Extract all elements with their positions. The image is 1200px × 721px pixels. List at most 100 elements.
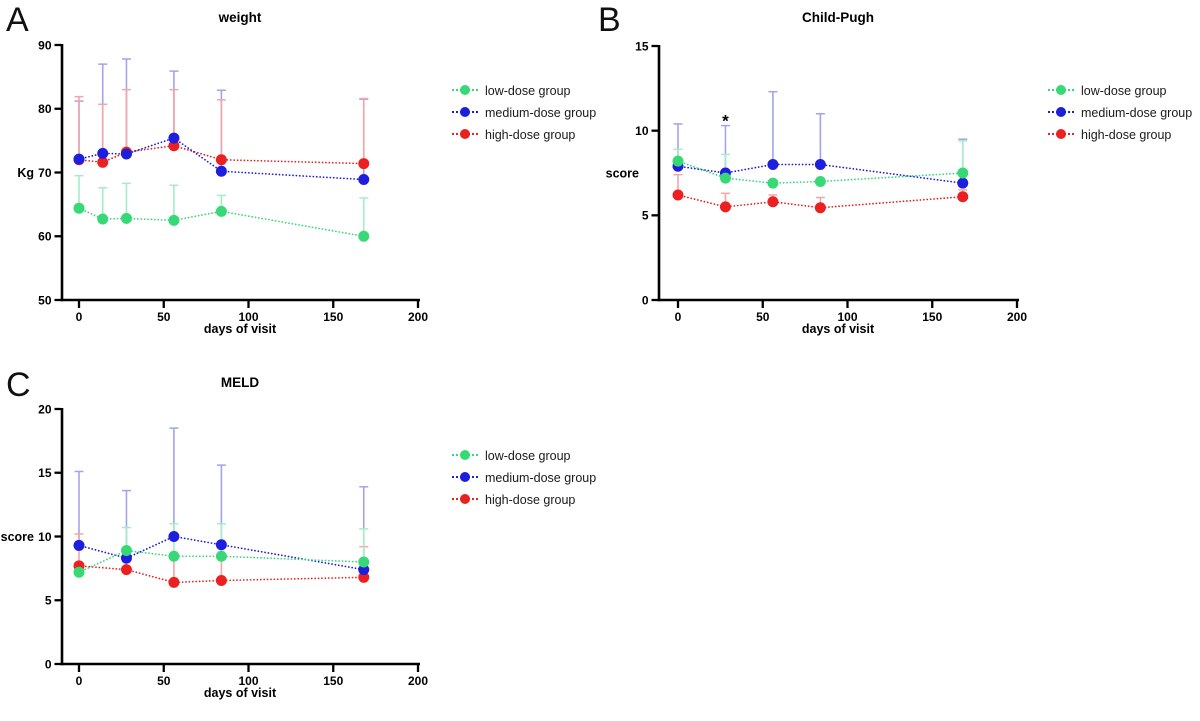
chart-title: MELD (221, 375, 259, 390)
y-tick-label: 15 (38, 466, 52, 480)
legend-marker-medium-icon (1048, 107, 1074, 119)
y-tick-label: 15 (635, 39, 649, 53)
chart-title: Child-Pugh (802, 10, 874, 25)
panel-label-b: B (598, 1, 621, 39)
legend-dot-medium (460, 107, 470, 117)
y-tick-label: 0 (642, 293, 649, 307)
x-tick-label: 50 (157, 674, 171, 688)
y-tick-label: 5 (642, 209, 649, 223)
legend-child-pugh: low-dose group medium-dose group high-dose… (1048, 80, 1192, 146)
legend-marker-high-icon (1048, 129, 1074, 141)
data-point-medium (168, 132, 180, 144)
data-point-low (957, 167, 969, 179)
data-point-medium (168, 531, 180, 542)
legend-item-low: low-dose group (1048, 80, 1192, 102)
panel-weight: A 50 60 70 80 90 0 50 100 150 200 weight days of vi… (0, 0, 600, 345)
x-tick-label: 200 (408, 674, 428, 688)
legend-item-medium: medium-dose group (452, 102, 596, 124)
data-point-low (814, 175, 826, 187)
legend-marker-high-icon (452, 494, 478, 506)
data-point-high (215, 154, 227, 166)
data-point-medium (814, 159, 826, 171)
legend-dot-high (460, 494, 470, 504)
data-point-high (719, 201, 731, 213)
series-medium-dose (73, 531, 370, 576)
data-point-medium (767, 159, 779, 171)
data-point-medium (97, 147, 109, 159)
y-tick-label: 80 (38, 102, 52, 116)
series-line-low (78, 207, 365, 238)
data-point-low (215, 205, 227, 217)
data-point-medium (215, 539, 227, 551)
y-axis-label: score (1, 530, 34, 544)
legend-dot-medium (1056, 107, 1066, 117)
y-tick-label: 70 (38, 166, 52, 180)
series-medium-dose (73, 132, 370, 186)
legend-label: low-dose group (1081, 84, 1167, 98)
data-point-medium (120, 552, 132, 564)
legend-label: high-dose group (485, 128, 576, 142)
x-tick-label: 150 (922, 310, 942, 324)
y-axis-label: score (606, 166, 639, 180)
y-tick-label: 20 (38, 402, 52, 416)
legend-marker-low-icon (452, 85, 478, 97)
legend-item-high: high-dose group (452, 489, 596, 511)
x-axis-label: days of visit (204, 322, 277, 336)
data-point-high (767, 196, 779, 208)
data-point-low (358, 556, 370, 568)
x-tick-label: 0 (76, 674, 83, 688)
data-point-low (215, 550, 227, 562)
legend-meld: low-dose group medium-dose group high-dose… (452, 445, 596, 511)
data-point-low (168, 214, 180, 226)
data-point-medium (358, 174, 370, 186)
x-tick-label: 100 (837, 310, 857, 324)
data-point-medium (120, 148, 132, 160)
x-axis-label: days of visit (802, 322, 875, 336)
legend-dot-high (460, 129, 470, 139)
series-low-dose (73, 202, 370, 242)
data-point-low (120, 545, 132, 557)
y-axis-label: Kg (17, 166, 34, 180)
legend-label: high-dose group (1081, 128, 1172, 142)
data-point-high (168, 576, 180, 588)
significance-asterisk: * (722, 112, 729, 131)
data-point-medium (215, 165, 227, 177)
panel-meld: C 0 5 10 15 20 0 50 100 150 200 MELD days of visit s… (0, 365, 600, 721)
y-tick-label: 10 (38, 530, 52, 544)
chart-title: weight (218, 10, 262, 25)
data-point-low (719, 172, 731, 184)
series-line-low (78, 549, 365, 574)
panel-label-a: A (6, 1, 29, 39)
legend-item-low: low-dose group (452, 80, 596, 102)
data-point-medium (957, 177, 969, 189)
legend-item-high: high-dose group (452, 124, 596, 146)
series-high-dose (672, 189, 969, 214)
series-low-dose (672, 155, 969, 189)
y-tick-label: 50 (38, 293, 52, 307)
x-tick-label: 150 (323, 310, 343, 324)
legend-dot-low (460, 85, 470, 95)
legend-label: medium-dose group (485, 106, 597, 120)
x-axis-label: days of visit (204, 686, 277, 700)
data-point-low (73, 202, 85, 214)
data-point-high (168, 140, 180, 152)
data-point-high (358, 158, 370, 170)
data-point-high (97, 156, 109, 168)
legend-marker-high-icon (452, 129, 478, 141)
y-tick-label: 90 (38, 38, 52, 52)
data-point-low (120, 212, 132, 224)
x-tick-label: 200 (408, 310, 428, 324)
legend-label: low-dose group (485, 449, 571, 463)
data-point-low (767, 177, 779, 189)
legend-label: medium-dose group (485, 471, 597, 485)
x-tick-label: 100 (238, 674, 258, 688)
legend-dot-medium (460, 472, 470, 482)
y-tick-label: 5 (45, 594, 52, 608)
legend-weight: low-dose group medium-dose group high-dose… (452, 80, 596, 146)
legend-dot-low (1056, 85, 1066, 95)
x-tick-label: 200 (1007, 310, 1027, 324)
data-point-high (957, 191, 969, 203)
data-point-high (672, 189, 684, 201)
panel-label-c: C (6, 366, 31, 404)
y-tick-label: 0 (45, 657, 52, 671)
